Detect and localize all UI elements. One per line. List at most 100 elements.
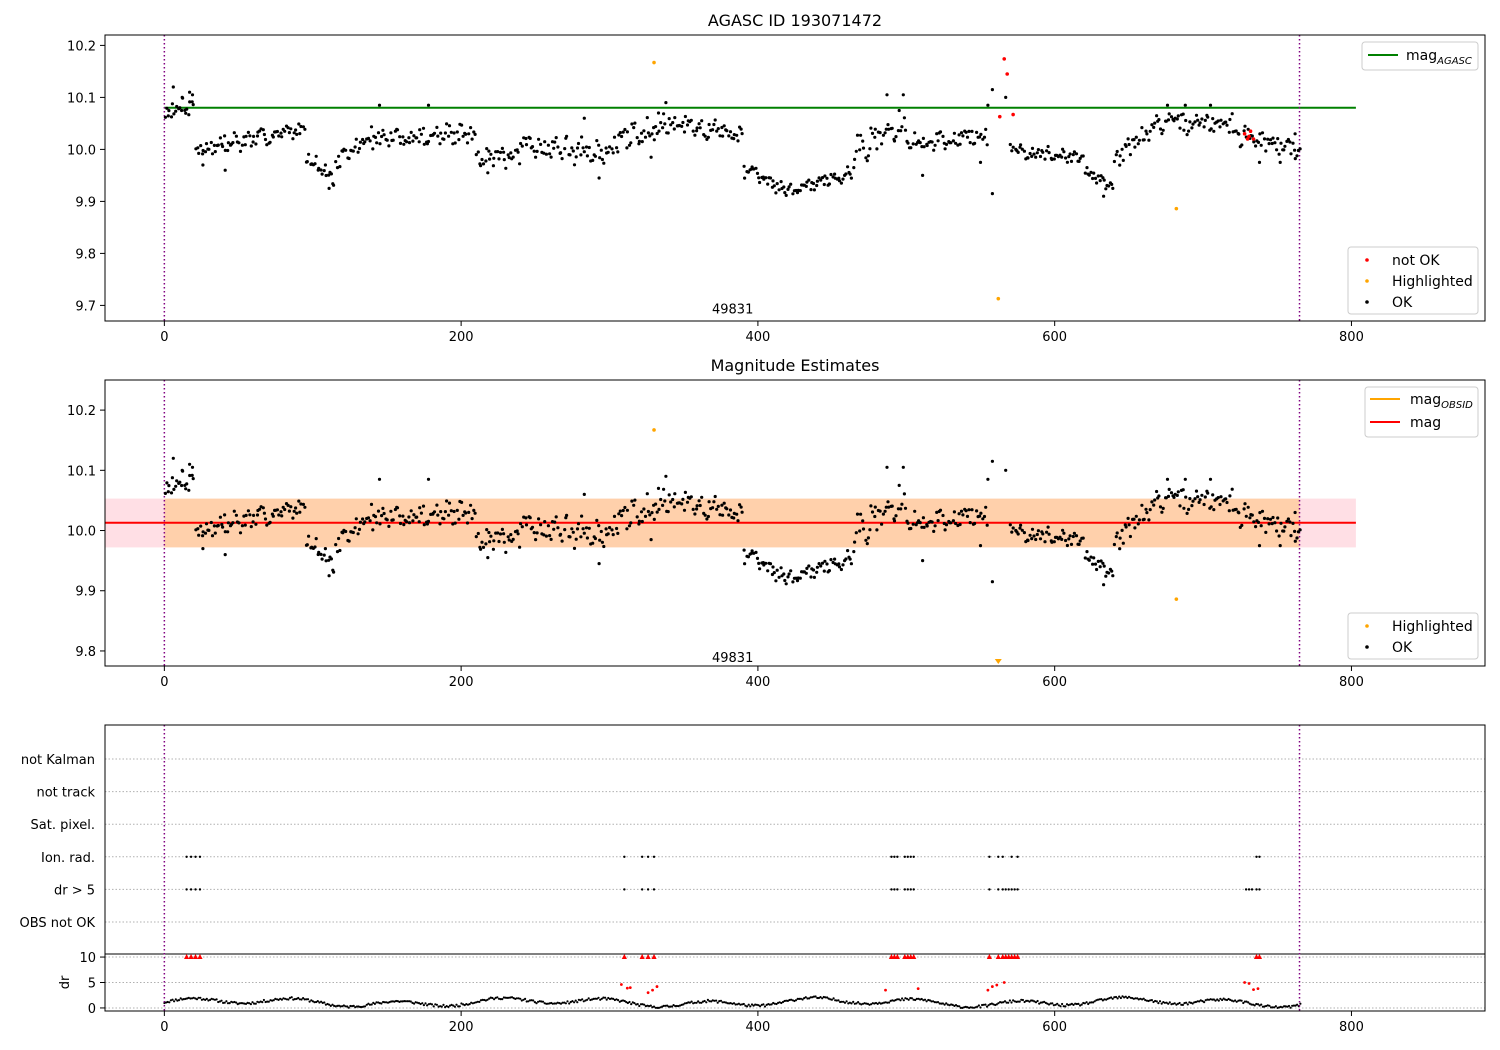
ok-point — [470, 517, 474, 521]
ok-point — [746, 555, 751, 559]
ok-point — [487, 149, 491, 153]
ok-point — [878, 509, 882, 513]
dr-point — [228, 1002, 231, 1005]
dr-point — [721, 1001, 724, 1004]
ok-point — [615, 146, 619, 150]
ok-point — [451, 522, 455, 526]
ok-point — [965, 514, 970, 519]
ok-point — [667, 493, 671, 497]
dr-point — [403, 1000, 406, 1003]
ok-point — [1096, 559, 1100, 564]
ok-point — [772, 571, 776, 575]
ok-point — [1209, 505, 1213, 509]
dr-point — [519, 997, 522, 1000]
legend-mag-agasc-label: magAGASC — [1406, 48, 1472, 67]
ok-point — [432, 131, 437, 135]
ok-point — [283, 129, 287, 133]
ok-point — [591, 541, 595, 545]
dr-point — [675, 1004, 679, 1008]
ok-point — [387, 144, 391, 148]
ok-point — [961, 134, 965, 138]
dr-point — [1149, 999, 1152, 1002]
ok-point — [637, 139, 642, 143]
ok-point — [1243, 124, 1247, 128]
ok-point — [565, 513, 569, 518]
ok-point — [190, 100, 194, 104]
ok-point — [546, 524, 551, 528]
ok-point — [351, 530, 355, 535]
ok-point — [226, 148, 230, 153]
flag-point — [185, 855, 188, 858]
ok-point — [782, 572, 786, 576]
ok-point — [1087, 173, 1091, 177]
ok-point — [775, 182, 779, 186]
ok-point — [518, 162, 522, 166]
dr-point — [808, 997, 811, 1000]
dr-point — [729, 1002, 732, 1005]
dr-point — [413, 1002, 416, 1005]
ok-point — [455, 508, 459, 512]
ok-point — [1050, 157, 1054, 162]
ok-point — [1152, 125, 1156, 129]
ok-point — [782, 185, 786, 189]
ok-point — [855, 133, 860, 137]
ok-point — [853, 157, 857, 161]
ok-point — [620, 134, 624, 139]
ok-point — [502, 540, 506, 544]
dr-point — [936, 1001, 940, 1004]
ok-point — [1230, 112, 1234, 116]
ok-point — [1030, 537, 1034, 541]
dr-elevated-point — [625, 986, 629, 990]
ok-point — [817, 562, 821, 566]
ok-point — [1010, 530, 1014, 534]
ok-point — [291, 516, 295, 520]
ok-point — [218, 515, 222, 519]
ok-point — [303, 505, 307, 509]
ok-point — [1111, 186, 1115, 190]
dr-point — [351, 1005, 354, 1008]
ok-point — [472, 508, 476, 512]
flag-point — [1258, 888, 1261, 891]
dr-elevated-point — [916, 987, 920, 991]
ok-point — [691, 129, 695, 133]
ok-point — [807, 564, 811, 568]
flag-point — [189, 855, 193, 858]
ok-point — [1264, 149, 1268, 153]
ok-point — [255, 513, 260, 517]
dr-clipped-marker — [184, 954, 190, 960]
legend-mag-agasc-main: mag — [1406, 48, 1437, 64]
ok-point — [294, 128, 298, 132]
dr-point — [1255, 1002, 1258, 1006]
ok-point — [163, 491, 167, 495]
ok-point — [1093, 176, 1098, 180]
dr-point — [932, 1000, 935, 1003]
ok-point — [474, 535, 478, 539]
ok-point — [223, 513, 227, 517]
dr-point — [866, 1002, 870, 1006]
dr-point — [907, 998, 910, 1001]
ok-point — [484, 542, 488, 546]
ok-point — [1022, 531, 1026, 535]
ok-point — [488, 157, 492, 161]
dr-point — [1268, 1004, 1271, 1007]
ok-point — [1101, 176, 1105, 180]
ok-point — [1142, 138, 1146, 142]
ok-point — [809, 575, 813, 579]
ok-point — [774, 579, 778, 583]
ok-point — [389, 131, 393, 135]
dr-point — [874, 1001, 878, 1005]
ok-point — [961, 513, 965, 517]
dr-point — [695, 1001, 698, 1004]
ok-point — [1278, 160, 1282, 164]
ok-point — [203, 150, 208, 154]
flag-point — [893, 888, 896, 891]
dr-point — [455, 1003, 458, 1006]
ok-point — [1032, 534, 1036, 538]
ok-point — [1064, 538, 1068, 543]
ok-point — [1038, 154, 1043, 159]
dr-clipped-marker — [894, 954, 900, 960]
dr-point — [220, 999, 223, 1002]
ok-point — [880, 522, 884, 526]
dr-point — [324, 1003, 327, 1006]
dr-point — [803, 997, 806, 1000]
